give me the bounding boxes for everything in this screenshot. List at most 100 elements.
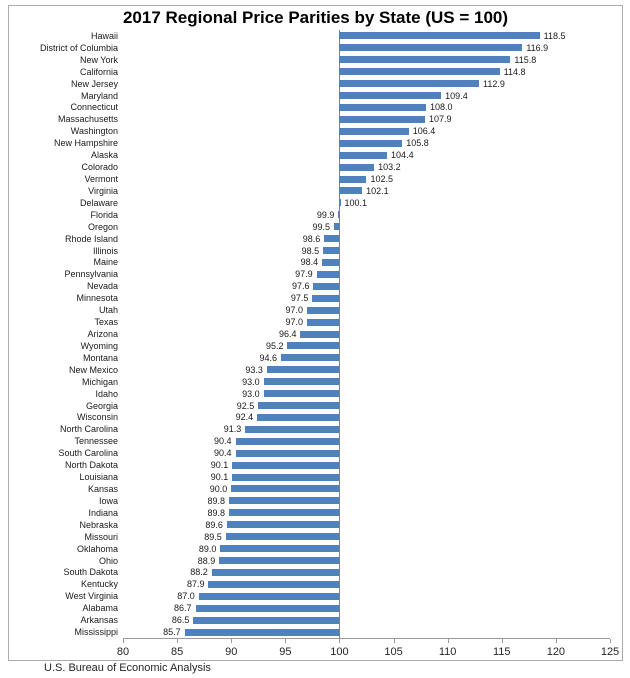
bar-value-label: 118.5 — [543, 30, 566, 41]
category-label: Florida — [90, 209, 118, 220]
bar-value-label: 90.4 — [214, 436, 232, 447]
category-label: New Jersey — [70, 78, 118, 89]
x-tick-label: 80 — [116, 646, 130, 658]
bar — [322, 258, 340, 266]
bar-value-label: 90.0 — [209, 483, 228, 494]
bar — [339, 127, 409, 135]
bar — [339, 115, 425, 123]
category-label: New York — [79, 54, 118, 65]
bar — [193, 616, 340, 624]
category-label: Kentucky — [80, 579, 118, 590]
bar-value-label: 93.3 — [245, 364, 263, 375]
category-label: Colorado — [81, 162, 118, 173]
category-label: Massachusetts — [57, 114, 118, 125]
bar — [195, 604, 340, 612]
category-label: North Carolina — [59, 424, 118, 435]
category-label: Pennsylvania — [64, 269, 118, 280]
bar-value-label: 106.4 — [412, 126, 436, 137]
bar-value-label: 97.0 — [285, 317, 303, 328]
bar — [258, 402, 340, 410]
bar-value-label: 89.8 — [207, 495, 226, 506]
category-label: Maine — [93, 257, 118, 268]
bar — [339, 68, 500, 76]
bar-value-label: 99.5 — [312, 221, 331, 232]
x-tick — [447, 639, 449, 643]
x-tick — [339, 639, 341, 643]
bar — [257, 413, 340, 421]
bar-value-label: 98.5 — [301, 245, 320, 256]
bar — [226, 521, 340, 529]
bar — [235, 437, 340, 445]
category-label: Rhode Island — [64, 233, 118, 244]
category-label: Minnesota — [76, 293, 118, 304]
category-label: New Hampshire — [53, 138, 118, 149]
bar-value-label: 96.4 — [278, 329, 297, 339]
bar — [306, 306, 340, 314]
bar-value-label: 88.2 — [190, 567, 208, 578]
bar-value-label: 92.4 — [235, 412, 254, 423]
bar-value-label: 104.4 — [391, 150, 414, 161]
bar-value-label: 107.9 — [428, 114, 452, 125]
x-tick — [501, 639, 503, 643]
bar — [266, 366, 340, 374]
category-label: Kansas — [87, 483, 118, 494]
bar-value-label: 97.6 — [291, 281, 310, 292]
category-label: Alaska — [90, 150, 118, 161]
category-label: Nebraska — [79, 519, 118, 530]
x-tick — [123, 639, 124, 643]
bar-value-label: 105.8 — [406, 138, 429, 149]
source-note: U.S. Bureau of Economic Analysis — [44, 662, 211, 674]
bar-value-label: 89.0 — [198, 543, 217, 554]
bar — [219, 557, 340, 564]
bar — [339, 139, 403, 147]
category-label: Oklahoma — [76, 543, 118, 554]
bar-value-label: 89.6 — [205, 519, 223, 530]
bar-value-label: 90.4 — [214, 448, 232, 459]
bar-value-label: 89.8 — [207, 507, 226, 518]
bar — [263, 390, 340, 398]
bar-value-label: 97.9 — [295, 269, 313, 280]
bar-value-label: 115.8 — [514, 54, 537, 65]
category-axis-labels: Hawaii District of Columbia New York Califo… — [9, 30, 118, 638]
bar — [339, 199, 341, 207]
category-label: Virginia — [88, 185, 118, 196]
category-label: California — [79, 66, 118, 77]
x-tick-label: 90 — [225, 646, 238, 658]
category-label: Missouri — [84, 531, 118, 542]
bar — [225, 533, 340, 541]
category-label: Hawaii — [90, 30, 118, 41]
category-label: Vermont — [84, 174, 118, 185]
chart-title: 2017 Regional Price Parities by State (U… — [122, 8, 509, 27]
category-label: Michigan — [81, 376, 118, 387]
plot-area: 118.5 116.9 115.8 114.8 112.9 109.4 108.0 107.9… — [123, 30, 610, 638]
x-tick-label: 110 — [438, 646, 457, 658]
bar — [263, 378, 340, 386]
bar-value-label: 98.6 — [302, 233, 321, 244]
bar-value-label: 99.9 — [316, 209, 335, 220]
bar — [231, 485, 340, 493]
bar-value-label: 93.0 — [242, 388, 260, 399]
x-tick — [610, 639, 611, 643]
bar — [306, 318, 340, 326]
x-tick-label: 125 — [600, 646, 620, 658]
bar-value-label: 102.5 — [370, 174, 394, 185]
bar-value-label: 87.0 — [177, 591, 195, 602]
category-label: South Carolina — [58, 448, 118, 459]
bar-value-label: 95.2 — [265, 340, 284, 351]
bar — [232, 461, 340, 469]
bar — [198, 592, 340, 600]
bar — [339, 163, 375, 171]
bar-value-label: 85.7 — [163, 627, 181, 638]
bar-value-label: 93.0 — [242, 376, 260, 387]
category-label: Connecticut — [70, 102, 118, 113]
bar-value-label: 103.2 — [378, 162, 401, 173]
bar-value-label: 116.9 — [526, 42, 549, 53]
bar-value-label: 89.5 — [204, 531, 222, 542]
category-label: Ohio — [98, 555, 118, 566]
bar-value-label: 97.0 — [285, 305, 303, 316]
bar — [211, 568, 340, 576]
bar — [208, 580, 340, 588]
bar — [339, 175, 367, 183]
category-label: North Dakota — [64, 460, 118, 471]
